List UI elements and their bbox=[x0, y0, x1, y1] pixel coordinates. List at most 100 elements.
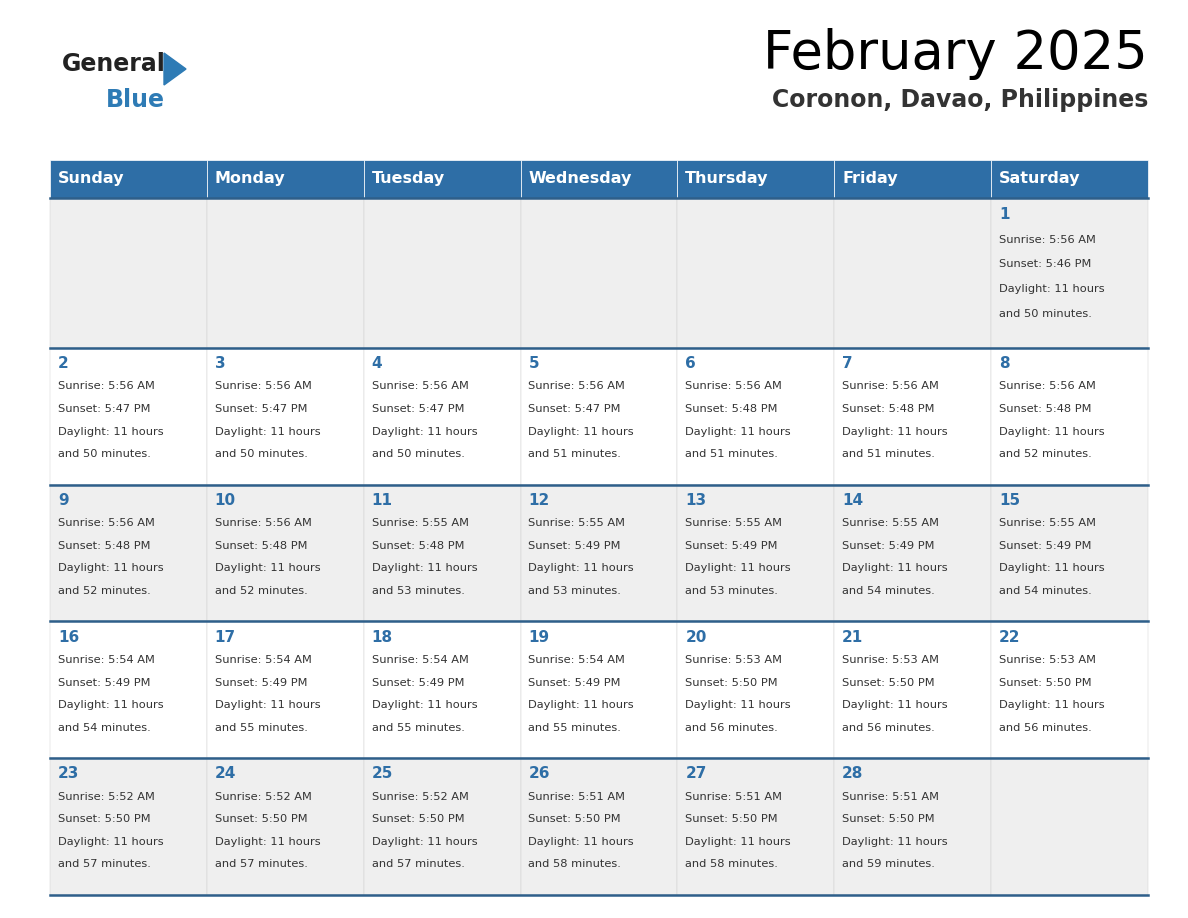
Text: 4: 4 bbox=[372, 356, 383, 371]
Text: Sunrise: 5:54 AM: Sunrise: 5:54 AM bbox=[372, 655, 468, 665]
Bar bbox=[520, 198, 677, 348]
Text: Daylight: 11 hours: Daylight: 11 hours bbox=[58, 700, 164, 711]
Bar bbox=[50, 160, 207, 198]
Text: Sunset: 5:48 PM: Sunset: 5:48 PM bbox=[999, 404, 1092, 414]
Text: Sunset: 5:50 PM: Sunset: 5:50 PM bbox=[529, 814, 621, 824]
Text: Sunrise: 5:54 AM: Sunrise: 5:54 AM bbox=[58, 655, 154, 665]
Text: 3: 3 bbox=[215, 356, 226, 371]
Text: Sunrise: 5:51 AM: Sunrise: 5:51 AM bbox=[529, 791, 625, 801]
Text: and 58 minutes.: and 58 minutes. bbox=[685, 859, 778, 869]
Text: 24: 24 bbox=[215, 767, 236, 781]
Text: Daylight: 11 hours: Daylight: 11 hours bbox=[58, 564, 164, 574]
Bar bbox=[207, 758, 364, 895]
Text: Daylight: 11 hours: Daylight: 11 hours bbox=[999, 700, 1105, 711]
Text: Sunset: 5:50 PM: Sunset: 5:50 PM bbox=[685, 677, 778, 688]
Text: Sunrise: 5:55 AM: Sunrise: 5:55 AM bbox=[685, 518, 782, 528]
Text: Sunrise: 5:56 AM: Sunrise: 5:56 AM bbox=[842, 381, 939, 391]
Polygon shape bbox=[164, 53, 187, 85]
Text: Sunrise: 5:54 AM: Sunrise: 5:54 AM bbox=[215, 655, 311, 665]
Bar bbox=[991, 758, 1148, 895]
Text: and 58 minutes.: and 58 minutes. bbox=[529, 859, 621, 869]
Text: Sunrise: 5:52 AM: Sunrise: 5:52 AM bbox=[215, 791, 311, 801]
Text: 1: 1 bbox=[999, 207, 1010, 222]
Bar bbox=[364, 621, 520, 758]
Text: and 57 minutes.: and 57 minutes. bbox=[58, 859, 151, 869]
Text: Daylight: 11 hours: Daylight: 11 hours bbox=[529, 427, 634, 436]
Text: 9: 9 bbox=[58, 493, 69, 508]
Bar bbox=[991, 160, 1148, 198]
Text: Tuesday: Tuesday bbox=[372, 172, 444, 186]
Text: 11: 11 bbox=[372, 493, 392, 508]
Text: Sunset: 5:50 PM: Sunset: 5:50 PM bbox=[685, 814, 778, 824]
Text: Sunset: 5:50 PM: Sunset: 5:50 PM bbox=[842, 814, 935, 824]
Text: and 50 minutes.: and 50 minutes. bbox=[58, 449, 151, 459]
Text: Sunrise: 5:56 AM: Sunrise: 5:56 AM bbox=[215, 518, 311, 528]
Text: Sunset: 5:49 PM: Sunset: 5:49 PM bbox=[215, 677, 308, 688]
Text: Daylight: 11 hours: Daylight: 11 hours bbox=[842, 700, 948, 711]
Bar bbox=[677, 348, 834, 485]
Text: Daylight: 11 hours: Daylight: 11 hours bbox=[999, 285, 1105, 294]
Bar bbox=[677, 758, 834, 895]
Text: Daylight: 11 hours: Daylight: 11 hours bbox=[215, 700, 321, 711]
Text: Daylight: 11 hours: Daylight: 11 hours bbox=[999, 427, 1105, 436]
Bar bbox=[991, 198, 1148, 348]
Text: Sunrise: 5:55 AM: Sunrise: 5:55 AM bbox=[372, 518, 468, 528]
Bar bbox=[50, 485, 207, 621]
Bar bbox=[520, 160, 677, 198]
Bar bbox=[520, 348, 677, 485]
Text: 27: 27 bbox=[685, 767, 707, 781]
Text: Daylight: 11 hours: Daylight: 11 hours bbox=[842, 564, 948, 574]
Bar bbox=[991, 621, 1148, 758]
Text: Sunset: 5:49 PM: Sunset: 5:49 PM bbox=[999, 541, 1092, 551]
Text: and 51 minutes.: and 51 minutes. bbox=[529, 449, 621, 459]
Text: Sunset: 5:49 PM: Sunset: 5:49 PM bbox=[529, 677, 621, 688]
Text: Sunset: 5:50 PM: Sunset: 5:50 PM bbox=[999, 677, 1092, 688]
Text: and 55 minutes.: and 55 minutes. bbox=[529, 722, 621, 733]
Text: Sunrise: 5:54 AM: Sunrise: 5:54 AM bbox=[529, 655, 625, 665]
Text: Sunset: 5:48 PM: Sunset: 5:48 PM bbox=[685, 404, 778, 414]
Bar bbox=[364, 758, 520, 895]
Text: Daylight: 11 hours: Daylight: 11 hours bbox=[372, 700, 478, 711]
Bar bbox=[677, 485, 834, 621]
Bar bbox=[834, 621, 991, 758]
Text: Daylight: 11 hours: Daylight: 11 hours bbox=[58, 837, 164, 847]
Text: and 53 minutes.: and 53 minutes. bbox=[529, 586, 621, 596]
Text: Saturday: Saturday bbox=[999, 172, 1080, 186]
Bar bbox=[207, 160, 364, 198]
Bar bbox=[520, 621, 677, 758]
Text: 2: 2 bbox=[58, 356, 69, 371]
Text: Sunrise: 5:53 AM: Sunrise: 5:53 AM bbox=[685, 655, 782, 665]
Text: and 50 minutes.: and 50 minutes. bbox=[372, 449, 465, 459]
Text: Sunset: 5:49 PM: Sunset: 5:49 PM bbox=[685, 541, 778, 551]
Text: Thursday: Thursday bbox=[685, 172, 769, 186]
Text: Sunrise: 5:56 AM: Sunrise: 5:56 AM bbox=[529, 381, 625, 391]
Text: Sunset: 5:47 PM: Sunset: 5:47 PM bbox=[372, 404, 465, 414]
Text: 20: 20 bbox=[685, 630, 707, 644]
Bar bbox=[834, 198, 991, 348]
Text: Sunrise: 5:56 AM: Sunrise: 5:56 AM bbox=[999, 381, 1095, 391]
Text: and 59 minutes.: and 59 minutes. bbox=[842, 859, 935, 869]
Text: 16: 16 bbox=[58, 630, 80, 644]
Text: Sunrise: 5:55 AM: Sunrise: 5:55 AM bbox=[999, 518, 1097, 528]
Text: Sunset: 5:49 PM: Sunset: 5:49 PM bbox=[58, 677, 151, 688]
Bar bbox=[677, 160, 834, 198]
Text: and 56 minutes.: and 56 minutes. bbox=[685, 722, 778, 733]
Bar bbox=[834, 485, 991, 621]
Text: and 53 minutes.: and 53 minutes. bbox=[685, 586, 778, 596]
Text: 22: 22 bbox=[999, 630, 1020, 644]
Text: Sunrise: 5:56 AM: Sunrise: 5:56 AM bbox=[215, 381, 311, 391]
Text: and 52 minutes.: and 52 minutes. bbox=[999, 449, 1092, 459]
Text: 15: 15 bbox=[999, 493, 1020, 508]
Text: 10: 10 bbox=[215, 493, 236, 508]
Text: Sunrise: 5:55 AM: Sunrise: 5:55 AM bbox=[842, 518, 940, 528]
Text: Monday: Monday bbox=[215, 172, 285, 186]
Text: Daylight: 11 hours: Daylight: 11 hours bbox=[58, 427, 164, 436]
Text: 28: 28 bbox=[842, 767, 864, 781]
Text: Sunrise: 5:56 AM: Sunrise: 5:56 AM bbox=[372, 381, 468, 391]
Text: 8: 8 bbox=[999, 356, 1010, 371]
Text: Sunrise: 5:56 AM: Sunrise: 5:56 AM bbox=[685, 381, 782, 391]
Text: Sunset: 5:47 PM: Sunset: 5:47 PM bbox=[529, 404, 621, 414]
Text: Daylight: 11 hours: Daylight: 11 hours bbox=[215, 564, 321, 574]
Text: Daylight: 11 hours: Daylight: 11 hours bbox=[842, 427, 948, 436]
Text: and 54 minutes.: and 54 minutes. bbox=[58, 722, 151, 733]
